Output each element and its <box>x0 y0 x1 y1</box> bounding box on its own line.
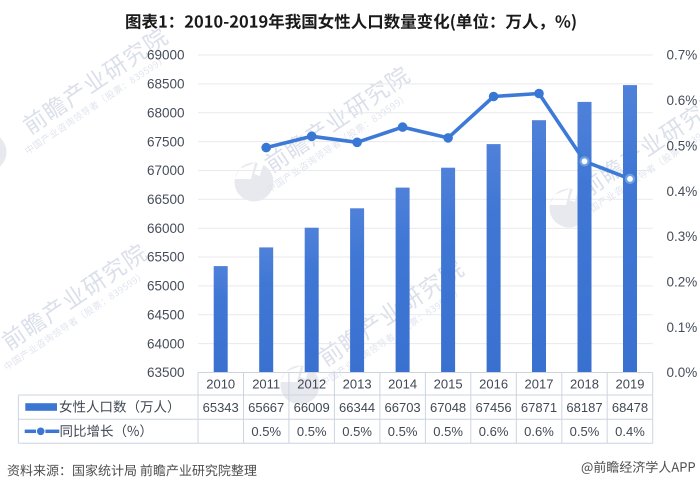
svg-text:65500: 65500 <box>147 250 185 265</box>
svg-text:67871: 67871 <box>521 400 557 415</box>
svg-text:0.5%: 0.5% <box>433 424 463 439</box>
svg-text:64500: 64500 <box>147 308 185 323</box>
svg-text:67500: 67500 <box>147 134 185 149</box>
svg-text:0.4%: 0.4% <box>667 184 698 199</box>
svg-text:0.5%: 0.5% <box>388 424 418 439</box>
svg-text:2019: 2019 <box>616 376 645 391</box>
svg-text:0.5%: 0.5% <box>342 424 372 439</box>
svg-text:65667: 65667 <box>248 400 284 415</box>
svg-text:66009: 66009 <box>294 400 330 415</box>
svg-text:65000: 65000 <box>147 279 185 294</box>
svg-text:2012: 2012 <box>297 376 326 391</box>
svg-text:0.5%: 0.5% <box>570 424 600 439</box>
svg-text:0.6%: 0.6% <box>524 424 554 439</box>
svg-text:68478: 68478 <box>612 400 648 415</box>
svg-text:0.5%: 0.5% <box>667 138 698 153</box>
svg-text:0.6%: 0.6% <box>667 93 698 108</box>
svg-text:0.5%: 0.5% <box>297 424 327 439</box>
svg-text:0.4%: 0.4% <box>615 424 645 439</box>
svg-text:63500: 63500 <box>147 365 185 380</box>
svg-text:0.6%: 0.6% <box>479 424 509 439</box>
svg-text:0.1%: 0.1% <box>667 320 698 335</box>
svg-text:2014: 2014 <box>388 376 417 391</box>
svg-text:67048: 67048 <box>430 400 466 415</box>
svg-text:68187: 68187 <box>566 400 602 415</box>
svg-text:0.5%: 0.5% <box>251 424 281 439</box>
svg-text:67000: 67000 <box>147 163 185 178</box>
svg-text:0.2%: 0.2% <box>667 275 698 290</box>
svg-text:2017: 2017 <box>525 376 554 391</box>
svg-text:2016: 2016 <box>479 376 508 391</box>
svg-text:2018: 2018 <box>570 376 599 391</box>
svg-text:0.0%: 0.0% <box>667 365 698 380</box>
svg-text:67456: 67456 <box>476 400 512 415</box>
svg-text:66703: 66703 <box>385 400 421 415</box>
svg-text:66344: 66344 <box>339 400 375 415</box>
svg-text:65343: 65343 <box>203 400 239 415</box>
svg-text:69000: 69000 <box>147 48 185 63</box>
svg-text:64000: 64000 <box>147 336 185 351</box>
svg-text:68000: 68000 <box>147 105 185 120</box>
svg-text:2013: 2013 <box>343 376 372 391</box>
svg-text:66500: 66500 <box>147 192 185 207</box>
svg-text:2015: 2015 <box>434 376 463 391</box>
svg-text:66000: 66000 <box>147 221 185 236</box>
svg-text:0.7%: 0.7% <box>667 48 698 63</box>
svg-text:0.3%: 0.3% <box>667 229 698 244</box>
svg-text:2011: 2011 <box>252 376 280 391</box>
svg-text:68500: 68500 <box>147 77 185 92</box>
svg-text:2010: 2010 <box>206 376 235 391</box>
